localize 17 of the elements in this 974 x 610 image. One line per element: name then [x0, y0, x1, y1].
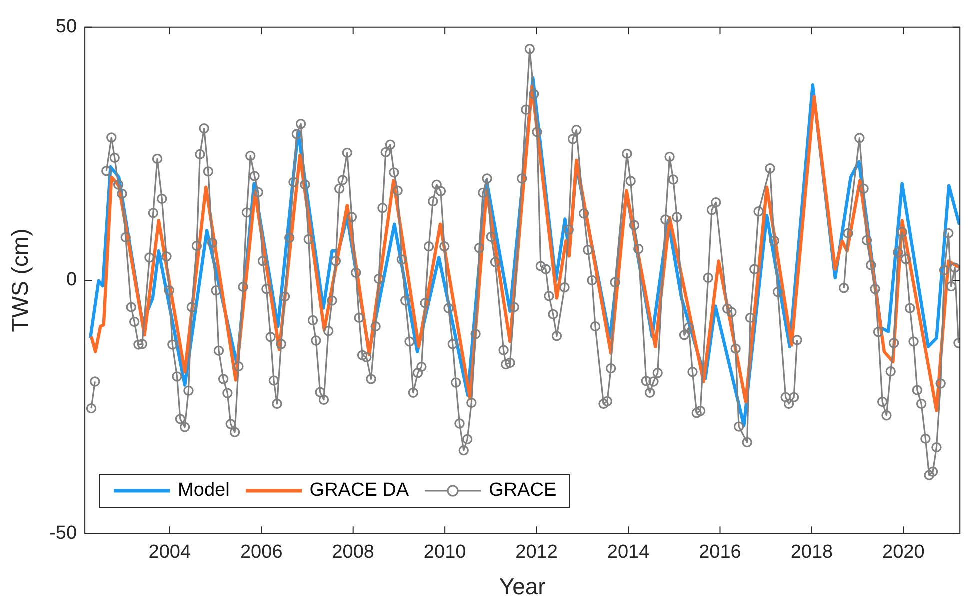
x-tick-label: 2020: [882, 542, 925, 564]
x-axis-title: Year: [499, 574, 546, 600]
legend-label: GRACE DA: [310, 480, 410, 502]
x-tick-label: 2008: [332, 542, 374, 564]
y-axis-title: TWS (cm): [7, 228, 34, 332]
y-tick-label: 50: [56, 16, 78, 38]
x-tick-label: 2006: [240, 542, 283, 564]
x-tick-label: 2014: [607, 542, 650, 564]
x-tick-label: 2016: [699, 542, 742, 564]
x-tick-label: 2018: [790, 542, 834, 564]
legend-label: Model: [178, 480, 230, 502]
legend-label: GRACE: [489, 480, 557, 502]
x-tick-label: 2004: [148, 542, 192, 564]
x-tick-label: 2012: [516, 542, 558, 564]
x-tick-label: 2010: [424, 542, 466, 564]
y-tick-label: 0: [66, 270, 78, 291]
y-tick-label: -50: [50, 522, 78, 544]
